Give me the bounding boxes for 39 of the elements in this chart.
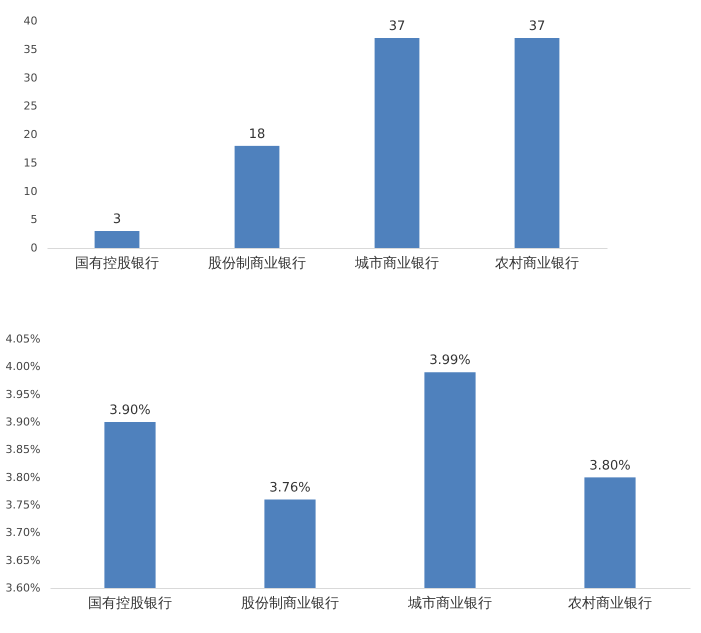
data-label: 37	[388, 19, 406, 34]
y-tick-label: 3.85%	[6, 443, 40, 456]
y-tick-label: 0	[30, 242, 38, 254]
x-tick-label: 农村商业银行	[568, 596, 652, 612]
x-tick-label: 股份制商业银行	[241, 596, 339, 612]
data-label: 3.99%	[429, 353, 471, 368]
bar	[514, 38, 560, 248]
y-tick-label: 4.05%	[6, 332, 40, 346]
bar	[234, 146, 280, 248]
y-tick-label: 3.95%	[6, 388, 40, 401]
y-tick-label: 30	[24, 71, 38, 84]
x-tick-label: 城市商业银行	[354, 256, 439, 272]
y-tick-label: 3.60%	[6, 582, 40, 594]
x-tick-label: 股份制商业银行	[208, 256, 306, 272]
y-tick-label: 3.70%	[6, 526, 40, 540]
data-label: 3.76%	[269, 480, 311, 496]
y-tick-label: 10	[24, 184, 38, 198]
y-tick-label: 3.80%	[6, 470, 40, 484]
x-tick-label: 城市商业银行	[407, 596, 492, 612]
data-label: 18	[248, 126, 266, 142]
y-tick-label: 3.75%	[6, 498, 40, 512]
y-tick-label: 15	[24, 156, 38, 170]
x-tick-label: 国有控股银行	[75, 256, 159, 272]
data-label: 3.90%	[109, 403, 151, 418]
x-tick-label: 国有控股银行	[88, 596, 172, 612]
bar	[374, 38, 420, 248]
y-tick-label: 3.65%	[6, 554, 40, 567]
y-tick-label: 40	[24, 14, 38, 28]
y-tick-label: 5	[30, 213, 38, 226]
y-tick-label: 25	[24, 100, 38, 113]
bar	[94, 230, 140, 248]
y-tick-label: 35	[24, 42, 38, 56]
data-label: 3	[112, 212, 122, 227]
y-tick-label: 4.00%	[6, 360, 40, 374]
y-tick-label: 3.90%	[6, 416, 40, 428]
y-tick-label: 20	[24, 128, 38, 141]
x-tick-label: 农村商业银行	[495, 256, 579, 272]
data-label: 3.80%	[589, 458, 631, 474]
data-label: 37	[528, 19, 546, 34]
